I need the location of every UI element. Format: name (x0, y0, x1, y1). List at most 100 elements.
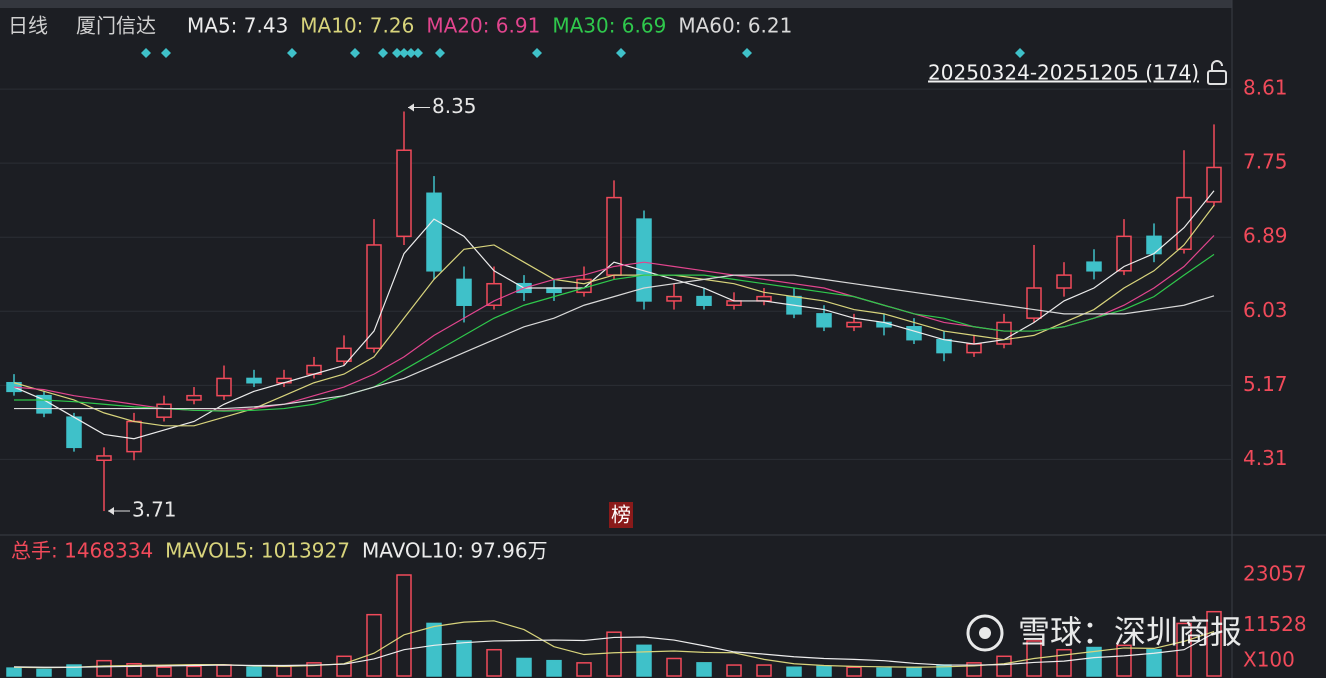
volume-bar (396, 574, 412, 677)
volume-bar (906, 666, 922, 677)
volume-unit: X100 (1243, 648, 1295, 672)
annotation-label: 3.71 (132, 498, 177, 522)
period-label: 日线 (8, 14, 48, 38)
candle-body (156, 403, 172, 418)
watermark: 雪球：深圳商报 (966, 613, 1242, 652)
y-tick-label: 6.89 (1243, 224, 1288, 248)
volume-bar (576, 662, 592, 677)
volume-bar (366, 613, 382, 677)
y-tick-label: 7.75 (1243, 150, 1288, 174)
y-tick-label: 6.03 (1243, 298, 1288, 322)
candle-body (186, 394, 202, 401)
ma-line (14, 253, 1215, 412)
volume-bar (156, 666, 172, 677)
volume-bar (1086, 646, 1102, 677)
volume-tick-label: 23057 (1243, 562, 1307, 586)
ma-line (13, 204, 1215, 427)
volume-bar (1056, 648, 1072, 677)
volume-header: 总手: 1468334 (11, 539, 153, 563)
event-marker (435, 48, 445, 58)
candle-body (666, 295, 682, 302)
volume-bar (1206, 610, 1222, 677)
volume-bar (276, 665, 292, 677)
candle-body (396, 149, 412, 238)
candle-body (876, 321, 892, 328)
annotation-arrowhead (408, 103, 414, 112)
event-marker (742, 48, 752, 58)
tab-strip (0, 0, 1232, 8)
candle-body (216, 377, 232, 397)
candle-body (816, 313, 832, 328)
y-tick-label: 5.17 (1243, 372, 1288, 396)
candle-body (936, 338, 952, 354)
candle-body (1056, 274, 1072, 289)
volume-bar (66, 664, 82, 677)
volume-bar (246, 666, 262, 677)
volume-bar (186, 665, 202, 677)
volume-bar (36, 668, 52, 677)
candle-body (846, 321, 862, 328)
volume-bar (216, 664, 232, 677)
legend-entry: MA60: 6.21 (678, 14, 792, 38)
volume-bar (96, 659, 112, 677)
volume-tick-label: 11528 (1243, 612, 1307, 636)
ma-line (14, 274, 1215, 410)
y-tick-label: 4.31 (1243, 446, 1288, 470)
candle-body (696, 295, 712, 306)
volume-bar (696, 662, 712, 677)
candle-body (726, 300, 742, 306)
watermark-text: 雪球：深圳商报 (1018, 613, 1242, 651)
candle-body (366, 244, 382, 350)
candle-body (1146, 235, 1162, 255)
volume-bar (876, 667, 892, 677)
candle-body (546, 287, 562, 294)
volume-bar (426, 622, 442, 677)
event-marker (1015, 48, 1025, 58)
event-marker (350, 48, 360, 58)
annotation-label: 8.35 (432, 94, 477, 118)
event-marker (413, 48, 423, 58)
candle-body (636, 218, 652, 302)
candle-body (576, 278, 592, 294)
volume-bar (546, 659, 562, 677)
candle-body (66, 416, 82, 449)
volume-bar (756, 664, 772, 677)
candle-body (1086, 261, 1102, 272)
candle-body (126, 420, 142, 453)
candle-body (426, 192, 442, 272)
candle-body (486, 282, 502, 306)
legend-entry: MA5: 7.43 (187, 14, 288, 38)
y-tick-label: 8.61 (1243, 76, 1288, 100)
volume-bar (636, 644, 652, 677)
stock-name: 厦门信达 (76, 14, 156, 38)
range-label[interactable]: 20250324-20251205 (174) (928, 61, 1199, 85)
volume-bar (1116, 644, 1132, 677)
volume-bar (6, 667, 22, 677)
legend-entry: MA20: 6.91 (426, 14, 540, 38)
badge[interactable] (609, 502, 633, 528)
annotation-arrowhead (108, 507, 114, 516)
volume-bar (666, 657, 682, 677)
volume-bar (996, 655, 1012, 677)
volume-bar (846, 666, 862, 677)
candle-body (906, 326, 922, 341)
candle-body (246, 377, 262, 384)
event-marker (287, 48, 297, 58)
legend-entry: MA10: 7.26 (300, 14, 414, 38)
candle-body (96, 455, 112, 461)
volume-bar (726, 664, 742, 677)
badge-text: 榜 (611, 503, 631, 527)
volume-legend-entry: MAVOL5: 1013927 (165, 539, 350, 563)
volume-bar (516, 657, 532, 677)
lock-icon[interactable] (1207, 60, 1227, 85)
candle-body (1116, 235, 1132, 272)
event-marker (161, 48, 171, 58)
event-marker (406, 48, 416, 58)
volume-bar (456, 640, 472, 677)
candle-body (336, 347, 352, 362)
volume-ma-line (13, 632, 1215, 668)
candle-body (1026, 287, 1042, 319)
candle-body (966, 343, 982, 354)
